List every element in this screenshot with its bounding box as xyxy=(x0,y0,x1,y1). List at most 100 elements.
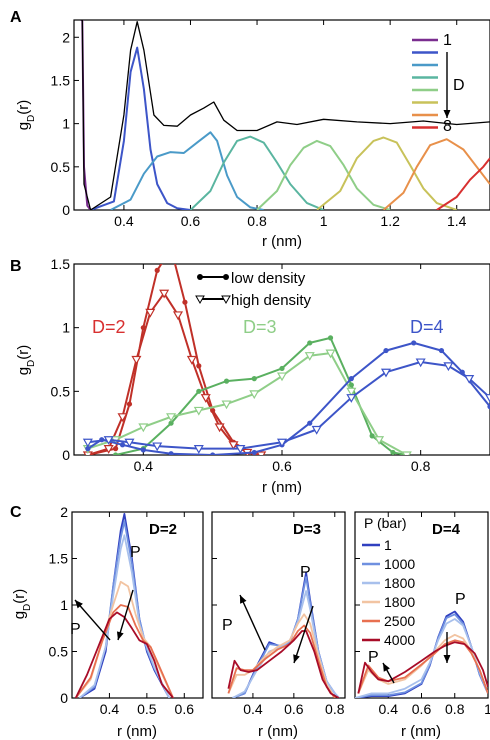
pressure-arrow-head xyxy=(443,655,451,663)
data-point xyxy=(154,267,160,273)
series-curve xyxy=(115,336,407,455)
panel-label-c: C xyxy=(10,504,22,521)
legend-marker xyxy=(223,274,229,280)
data-point xyxy=(196,363,202,369)
data-point xyxy=(117,413,128,423)
data-point xyxy=(346,387,357,397)
pressure-annotation: P xyxy=(130,544,141,561)
data-point xyxy=(415,358,426,368)
data-point xyxy=(152,442,163,452)
data-point xyxy=(126,401,133,407)
x-tick-label: 0.4 xyxy=(100,701,120,717)
data-point xyxy=(103,436,114,445)
pressure-arrow-head xyxy=(240,595,247,604)
pressure-curve xyxy=(355,618,488,698)
x-tick-label: 0.8 xyxy=(247,213,267,229)
legend-marker xyxy=(221,295,231,305)
legend-label-low: low density xyxy=(231,270,306,287)
data-point xyxy=(311,425,322,435)
panel-c: CgD(r)0.4 0.5 0.600.511.52D=2r (nm)PP0.4 0.… xyxy=(10,504,490,740)
x-tick-label: 0.8 xyxy=(411,458,431,474)
x-tick-label: 1.4 xyxy=(447,213,467,229)
data-point xyxy=(276,438,288,448)
pressure-curve xyxy=(78,534,171,698)
data-point xyxy=(228,441,239,451)
legend-label: 1 xyxy=(384,537,392,553)
x-tick-label: 0.4 xyxy=(114,213,134,229)
data-point xyxy=(186,355,197,365)
series-curve-2 xyxy=(90,46,191,210)
panel-a: A 0.4 0.6 0.8 1 1.2 1.4 0 0.5 1 1.5 2 gD(r) r (nm) 1 8 D xyxy=(10,9,490,250)
legend-marker xyxy=(197,274,203,280)
x-tick-label: 0.6 xyxy=(272,458,292,474)
data-point xyxy=(223,378,230,384)
y-tick-label: 2 xyxy=(60,504,68,520)
pressure-arrow xyxy=(117,589,134,641)
pressure-curve xyxy=(74,611,174,698)
data-point xyxy=(464,375,475,384)
legend-label: 4000 xyxy=(384,632,415,648)
x-axis-label-a: r (nm) xyxy=(262,233,302,250)
data-point xyxy=(443,362,454,372)
pressure-annotation: P xyxy=(368,649,379,666)
data-point xyxy=(251,376,257,382)
x-tick-label: 1 xyxy=(484,701,490,717)
data-point xyxy=(346,394,357,403)
data-point xyxy=(221,400,232,410)
pressure-arrow-head xyxy=(75,600,83,609)
pressure-annotation: P xyxy=(70,621,81,638)
pressure-curve xyxy=(227,613,336,698)
data-point xyxy=(374,436,385,445)
subpanel-label: D=4 xyxy=(432,521,461,538)
series-curve-8 xyxy=(436,157,490,210)
data-point xyxy=(411,340,417,346)
x-tick-label: 1 xyxy=(320,213,328,229)
y-tick-label: 0 xyxy=(62,447,70,463)
y-tick-label: 0 xyxy=(60,690,68,706)
data-point xyxy=(159,289,170,299)
data-point xyxy=(82,438,93,448)
y-tick-label: 1 xyxy=(60,597,68,613)
data-point xyxy=(249,390,260,400)
x-tick-label: 0.6 xyxy=(284,701,304,717)
data-point xyxy=(369,433,375,439)
y-axis-label-a: gD(r) xyxy=(15,100,37,131)
legend-label: 2500 xyxy=(384,613,415,629)
data-point xyxy=(304,352,315,361)
data-point xyxy=(390,449,396,455)
series-annotation: D=2 xyxy=(92,317,126,337)
x-tick-label: 0.6 xyxy=(412,701,432,717)
y-axis-label-c: gD(r) xyxy=(11,589,33,620)
data-point xyxy=(119,442,126,448)
data-point xyxy=(168,451,174,455)
data-point xyxy=(235,445,246,454)
subpanel-3: 0.4 0.6 0.8 1 D=4 r (nm) P P xyxy=(354,511,490,740)
pressure-curve xyxy=(357,639,488,694)
data-point xyxy=(131,355,142,365)
data-point xyxy=(168,420,174,426)
series-curve-6 xyxy=(316,136,458,210)
series-curve-4 xyxy=(189,135,324,210)
data-point xyxy=(172,311,184,321)
data-point xyxy=(200,394,211,403)
data-point xyxy=(438,347,445,354)
data-point xyxy=(196,388,202,394)
x-axis-label-c: r (nm) xyxy=(401,723,441,740)
data-point xyxy=(279,365,285,372)
pressure-annotation: P xyxy=(455,591,466,608)
y-axis-label-b: gD(r) xyxy=(15,345,37,376)
legend-label-top: 1 xyxy=(443,32,452,49)
data-point xyxy=(140,447,146,453)
data-point xyxy=(307,340,313,346)
y-tick-label: 0 xyxy=(62,202,70,218)
data-point xyxy=(193,406,204,416)
data-point xyxy=(193,445,204,454)
subpanel-curves xyxy=(74,513,174,698)
subpanel-1: 0.4 0.5 0.6 0 0.5 1 1.5 2 D=2 r (nm) P P xyxy=(49,504,204,740)
series-curve-5 xyxy=(256,139,391,210)
x-tick-label: 0.5 xyxy=(137,701,157,717)
panel-label-a: A xyxy=(10,9,22,26)
legend-arrow-head xyxy=(443,110,451,118)
subpanel-curves xyxy=(355,610,488,698)
data-point xyxy=(325,349,336,359)
